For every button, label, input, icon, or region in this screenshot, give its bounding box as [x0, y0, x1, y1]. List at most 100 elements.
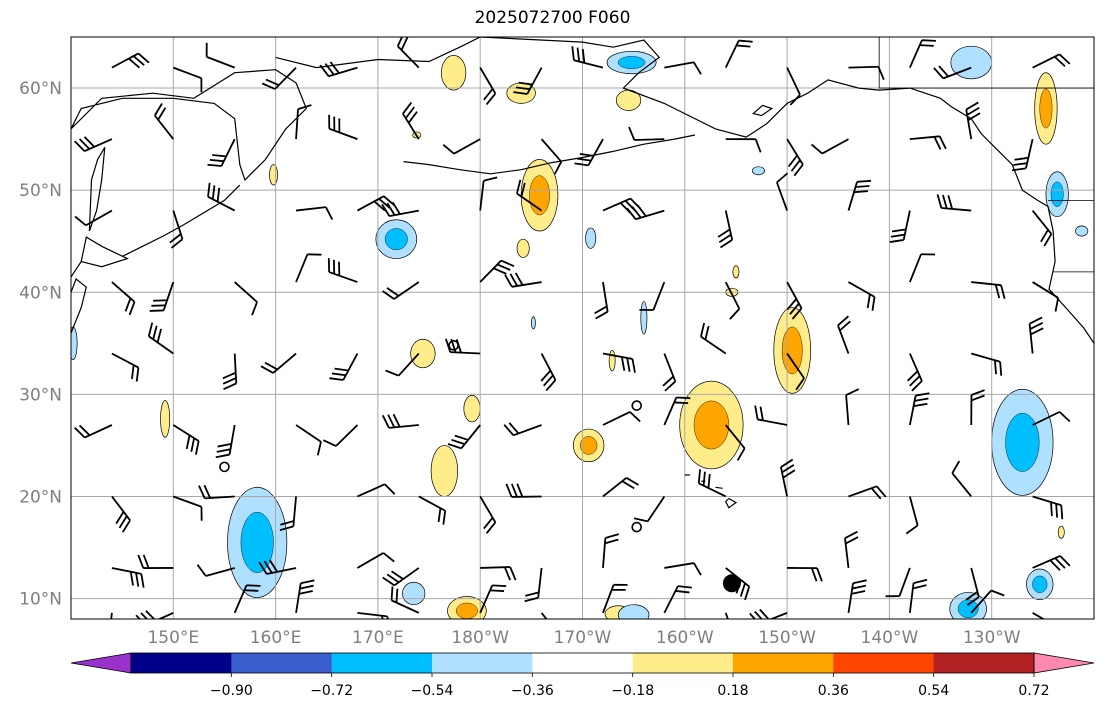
- negative-anomaly-area: [606, 50, 657, 75]
- colorbar-tick-label: −0.54: [411, 683, 454, 699]
- wind-barb: [780, 458, 796, 497]
- wind-barb: [111, 52, 150, 69]
- wind-barb: [503, 422, 542, 437]
- wind-barb: [111, 567, 145, 588]
- wind-barb: [149, 281, 175, 312]
- calm-wind-circle: [631, 400, 643, 411]
- positive-anomaly-area: [430, 445, 459, 497]
- lat-label: 40°N: [19, 283, 62, 303]
- wind-barb: [516, 179, 543, 212]
- wind-barb: [233, 584, 261, 614]
- wind-barb: [396, 37, 420, 69]
- wind-barb: [754, 405, 788, 426]
- wind-barb: [905, 496, 919, 535]
- lat-label: 20°N: [19, 487, 62, 507]
- wind-barb: [602, 533, 620, 569]
- wind-barb: [356, 552, 395, 569]
- wind-barb: [222, 353, 238, 390]
- wind-barb: [594, 281, 609, 320]
- coastline: [121, 184, 241, 258]
- colorbar-segment: [331, 653, 433, 673]
- lon-label: 170°W: [554, 628, 612, 648]
- wind-barb: [970, 389, 985, 426]
- positive-anomaly-area: [679, 380, 744, 470]
- wind-barb: [639, 281, 666, 311]
- calm-wind-circle: [219, 461, 230, 473]
- positive-anomaly-area: [160, 400, 171, 438]
- positive-anomaly-area: [516, 238, 530, 258]
- coastline: [724, 497, 738, 509]
- wind-barb: [260, 352, 297, 374]
- negative-anomaly-area: [227, 486, 288, 598]
- negative-anomaly-area: [375, 219, 418, 259]
- wind-barb: [540, 612, 548, 619]
- wind-barb: [479, 67, 497, 105]
- wind-barb: [381, 413, 419, 429]
- marker-dot: [722, 574, 741, 593]
- wind-barb: [154, 103, 175, 140]
- wind-barb: [540, 353, 557, 392]
- wind-barb: [322, 424, 359, 447]
- negative-anomaly-area: [640, 301, 648, 335]
- colorbar-segment: [933, 653, 1035, 673]
- wind-barb: [1032, 281, 1060, 312]
- wind-barb: [776, 172, 789, 211]
- wind-barb: [906, 353, 923, 392]
- wind-barb: [724, 612, 729, 619]
- lat-label: 50°N: [19, 181, 62, 201]
- wind-barb: [385, 352, 420, 377]
- coastline: [71, 69, 308, 182]
- positive-anomaly-area: [447, 596, 487, 619]
- wind-barb: [169, 210, 184, 249]
- wind-barb: [663, 585, 692, 614]
- wind-barb: [664, 562, 702, 576]
- wind-barb: [845, 388, 860, 426]
- wind-barb: [513, 67, 543, 95]
- map-frame: [70, 36, 1095, 620]
- wind-barb: [574, 138, 604, 167]
- coastline: [480, 37, 1094, 344]
- wind-barb: [1028, 316, 1044, 354]
- negative-anomaly-area: [71, 326, 78, 360]
- wind-barb: [936, 194, 972, 212]
- colorbar-tick-label: −0.90: [210, 683, 253, 699]
- colorbar: −0.90 −0.72 −0.54 −0.36 −0.18 0.18 0.36 0.54 0.7…: [70, 652, 1095, 699]
- wind-barb: [402, 101, 420, 140]
- wind-barb: [172, 66, 203, 93]
- wind-barb: [418, 495, 447, 525]
- wind-barb: [965, 567, 980, 606]
- lon-label: 130°W: [963, 628, 1021, 648]
- wind-barb: [717, 210, 734, 249]
- wind-barb: [172, 495, 203, 521]
- wind-barb: [207, 138, 236, 167]
- colorbar-tick-label: −0.18: [611, 683, 654, 699]
- wind-barb: [786, 67, 801, 106]
- colorbar-tick-label: 0.54: [918, 683, 949, 699]
- wind-barb: [295, 253, 322, 283]
- wind-barb: [848, 281, 876, 311]
- wind-barb: [319, 61, 358, 78]
- colorbar-tick-label: 0.72: [1018, 683, 1049, 699]
- lat-label: 30°N: [19, 385, 62, 405]
- positive-anomaly-area: [1057, 525, 1065, 539]
- wind-barb: [110, 612, 113, 619]
- negative-anomaly-area: [751, 166, 765, 176]
- wind-barb: [390, 586, 420, 614]
- positive-anomaly-area: [773, 307, 811, 394]
- wind-barb: [505, 483, 542, 498]
- wind-barb: [480, 566, 517, 581]
- wind-barb: [909, 135, 947, 150]
- positive-anomaly-area: [1034, 72, 1058, 145]
- wind-barb: [633, 495, 666, 523]
- anomaly-field-layer: [71, 45, 1089, 619]
- coastline: [275, 37, 481, 69]
- lat-label: 60°N: [19, 79, 62, 99]
- colorbar-segment: [733, 653, 834, 673]
- wind-barb: [662, 353, 677, 392]
- wind-barb: [628, 126, 665, 141]
- calm-wind-circle: [448, 340, 459, 351]
- wind-barb: [951, 460, 972, 498]
- wind-barb: [909, 39, 936, 68]
- wind-barb: [837, 315, 851, 354]
- wind-barb: [479, 259, 515, 283]
